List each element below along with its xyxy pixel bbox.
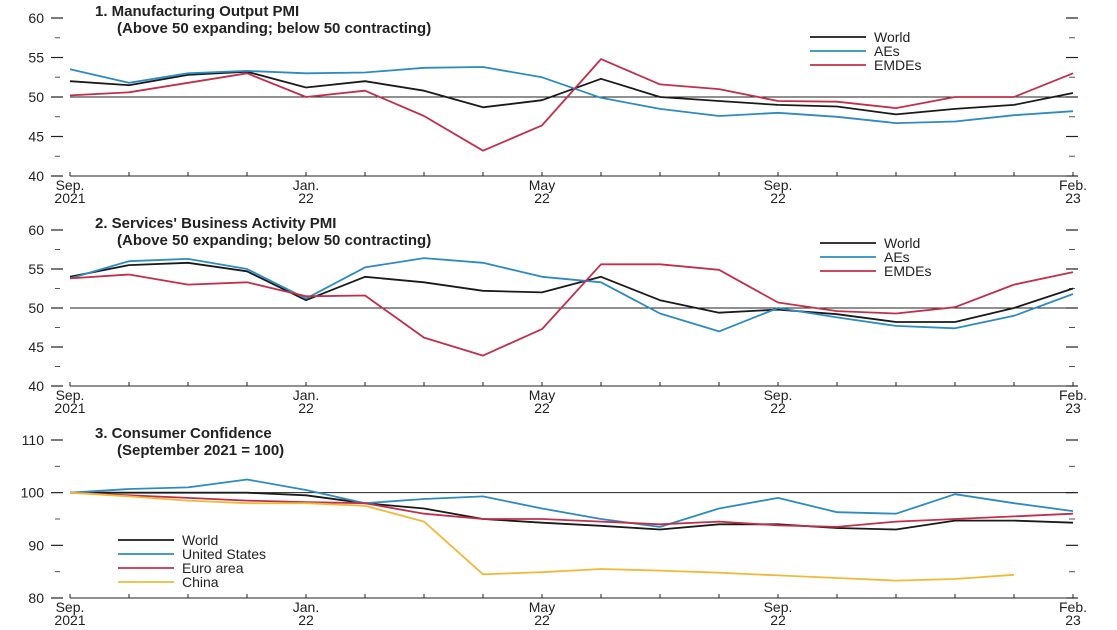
x-tick-label: Feb. <box>1059 599 1087 615</box>
series-line-world <box>70 491 1074 531</box>
legend-label: AEs <box>884 249 910 265</box>
y-tick-label: 45 <box>28 339 44 355</box>
x-tick-label: Sep. <box>56 387 85 403</box>
x-tick-label: Sep. <box>764 599 793 615</box>
panel-title: 1. Manufacturing Output PMI <box>95 3 299 20</box>
legend-label: AEs <box>874 43 900 59</box>
x-tick-label: Sep. <box>56 177 85 193</box>
legend-label: EMDEs <box>874 57 921 73</box>
y-tick-label: 80 <box>28 590 44 606</box>
x-tick-label: 2021 <box>54 400 85 416</box>
series-line-aes <box>69 66 1074 124</box>
x-tick-label: 22 <box>298 400 314 416</box>
x-tick-label: 22 <box>770 400 786 416</box>
x-tick-label: Sep. <box>56 599 85 615</box>
x-tick-label: 22 <box>298 612 314 628</box>
y-tick-label: 45 <box>28 129 44 145</box>
series-line-world <box>69 70 1074 116</box>
legend-label: United States <box>182 546 266 562</box>
y-tick-label: 110 <box>22 432 45 448</box>
y-tick-label: 60 <box>28 222 44 238</box>
series-line-world <box>69 261 1074 323</box>
x-tick-label: 22 <box>770 190 786 206</box>
panel-subtitle: (September 2021 = 100) <box>117 442 284 459</box>
panel-subtitle: (Above 50 expanding; below 50 contractin… <box>117 232 431 249</box>
x-tick-label: May <box>529 177 555 193</box>
legend-label: Euro area <box>182 560 244 576</box>
y-tick-label: 60 <box>28 10 44 26</box>
legend-label: World <box>884 235 920 251</box>
series-line-euro-area <box>69 491 1074 528</box>
series-line-emdes <box>69 263 1074 357</box>
panel-title: 2. Services' Business Activity PMI <box>95 215 336 232</box>
y-tick-label: 55 <box>28 261 44 277</box>
legend-label: China <box>182 574 219 590</box>
y-tick-label: 40 <box>28 168 44 184</box>
y-tick-label: 50 <box>28 89 44 105</box>
x-tick-label: 22 <box>770 612 786 628</box>
x-tick-label: 22 <box>534 612 550 628</box>
x-tick-label: 22 <box>534 190 550 206</box>
x-tick-label: May <box>529 599 555 615</box>
x-tick-label: Sep. <box>764 177 793 193</box>
panel-subtitle: (Above 50 expanding; below 50 contractin… <box>117 20 431 37</box>
x-tick-label: May <box>529 387 555 403</box>
y-tick-label: 100 <box>21 485 45 501</box>
x-tick-label: Jan. <box>293 387 319 403</box>
x-tick-label: Jan. <box>293 177 319 193</box>
series-line-china <box>69 491 1015 582</box>
x-tick-label: 22 <box>298 190 314 206</box>
legend-label: EMDEs <box>884 263 931 279</box>
x-tick-label: Feb. <box>1059 387 1087 403</box>
x-tick-label: 23 <box>1065 190 1081 206</box>
x-tick-label: Jan. <box>293 599 319 615</box>
series-line-united-states <box>69 478 1074 528</box>
series-line-aes <box>69 257 1074 333</box>
x-tick-label: 23 <box>1065 400 1081 416</box>
series-line-emdes <box>69 58 1074 152</box>
y-tick-label: 40 <box>28 378 44 394</box>
y-tick-label: 55 <box>28 50 44 66</box>
x-tick-label: 23 <box>1065 612 1081 628</box>
x-tick-label: 22 <box>534 400 550 416</box>
x-tick-label: 2021 <box>54 190 85 206</box>
y-tick-label: 50 <box>28 300 44 316</box>
x-tick-label: Feb. <box>1059 177 1087 193</box>
x-tick-label: 2021 <box>54 612 85 628</box>
panel-title: 3. Consumer Confidence <box>95 425 272 442</box>
y-tick-label: 90 <box>28 537 44 553</box>
x-tick-label: Sep. <box>764 387 793 403</box>
legend-label: World <box>182 532 218 548</box>
legend-label: World <box>874 29 910 45</box>
